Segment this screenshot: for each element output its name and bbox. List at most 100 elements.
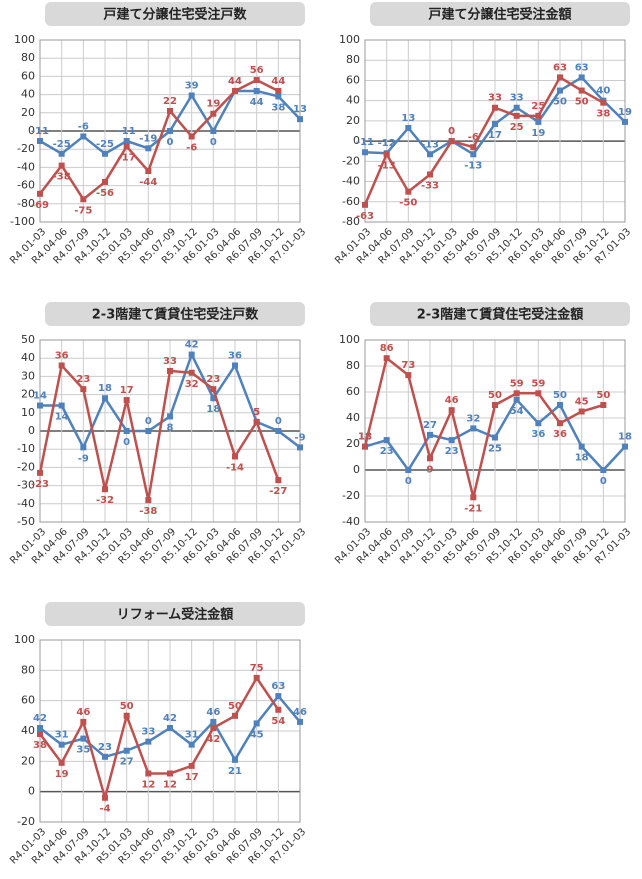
y-tick-label: -100 (10, 215, 35, 228)
data-label: 31 (185, 730, 199, 741)
point (492, 120, 498, 127)
data-label: 18 (618, 432, 632, 443)
y-tick-label: -20 (342, 489, 360, 502)
point (145, 145, 152, 152)
point (427, 455, 433, 462)
point (405, 188, 412, 195)
point (253, 674, 260, 681)
data-label: 19 (618, 107, 632, 118)
data-label: 39 (185, 81, 199, 92)
data-label: 45 (250, 729, 264, 740)
chart-title: 2-3階建て賃貸住宅受注金額 (417, 307, 584, 323)
data-label: 44 (271, 76, 285, 87)
data-label: 0 (275, 416, 282, 427)
point (622, 443, 628, 450)
point (448, 437, 455, 444)
point (58, 162, 65, 169)
plot-border (364, 39, 626, 223)
data-label: 14 (55, 412, 69, 423)
data-label: -32 (96, 495, 114, 506)
data-label: 42 (33, 713, 47, 724)
point (448, 407, 455, 414)
data-label: 23 (206, 374, 220, 385)
point (535, 390, 542, 397)
data-label: 50 (120, 701, 134, 712)
y-tick-label: 20 (21, 106, 35, 119)
data-label: 32 (466, 413, 480, 424)
point (188, 762, 195, 769)
data-label: 18 (358, 432, 372, 443)
y-tick-label: -30 (17, 479, 35, 492)
point (275, 477, 282, 484)
data-label: -63 (356, 211, 374, 222)
point (210, 718, 217, 725)
data-label: -11 (118, 126, 136, 137)
y-tick-label: -60 (17, 179, 35, 192)
y-tick-label: -40 (17, 497, 35, 510)
data-label: 25 (488, 444, 502, 455)
point (210, 386, 217, 393)
data-label: 9 (427, 464, 434, 475)
y-tick-label: -40 (342, 515, 360, 528)
y-tick-label: 80 (346, 359, 360, 372)
data-label: 22 (163, 96, 177, 107)
point (145, 738, 152, 745)
y-tick-label: -10 (17, 442, 35, 455)
point (102, 486, 108, 493)
point (188, 351, 195, 358)
point (145, 168, 152, 175)
point (362, 443, 368, 450)
point (405, 124, 412, 131)
point (535, 118, 542, 125)
chart: 戸建て分譲住宅受注金額-80-60-40-20020406080100R4.01… (333, 2, 633, 266)
data-label: -25 (96, 139, 114, 150)
data-label: -14 (226, 462, 244, 473)
data-label: 18 (98, 383, 112, 394)
data-label: 75 (250, 663, 264, 674)
data-label: -25 (53, 139, 71, 150)
y-tick-label: -20 (17, 460, 35, 473)
data-label: -4 (99, 804, 110, 815)
point (470, 151, 477, 158)
y-tick-label: 20 (346, 437, 360, 450)
point (123, 712, 130, 719)
data-label: 36 (553, 429, 567, 440)
data-label: 59 (531, 378, 545, 389)
data-label: -13 (421, 139, 439, 150)
point (123, 428, 130, 434)
point (123, 397, 130, 404)
point (427, 151, 433, 158)
point (232, 87, 238, 94)
data-label: 46 (206, 707, 220, 718)
data-label: 45 (575, 397, 589, 408)
data-label: 18 (206, 404, 220, 415)
data-label: 19 (531, 128, 545, 139)
data-label: 44 (250, 97, 264, 108)
point (535, 112, 542, 119)
y-tick-label: -20 (17, 142, 35, 155)
data-label: 13 (293, 104, 307, 115)
y-tick-label: 100 (339, 333, 360, 346)
point (37, 469, 43, 476)
data-label: 63 (271, 681, 285, 692)
data-label: -9 (78, 453, 89, 464)
y-tick-label: 40 (346, 411, 360, 424)
chart: 2-3階建て賃貸住宅受注戸数-50-40-30-20-1001020304050… (8, 302, 308, 566)
point (58, 402, 65, 409)
data-label: 31 (55, 730, 69, 741)
data-label: -6 (186, 142, 197, 153)
point (427, 431, 433, 438)
y-tick-label: 20 (21, 388, 35, 401)
data-label: 36 (531, 429, 545, 440)
data-label: 17 (488, 130, 502, 141)
point (470, 425, 477, 432)
y-tick-label: 60 (346, 385, 360, 398)
data-label: 19 (55, 769, 69, 780)
point (405, 467, 412, 473)
y-tick-label: 0 (28, 424, 35, 437)
y-tick-label: 60 (21, 694, 35, 707)
data-label: 32 (185, 379, 199, 390)
data-label: -38 (139, 506, 157, 517)
point (188, 741, 195, 748)
